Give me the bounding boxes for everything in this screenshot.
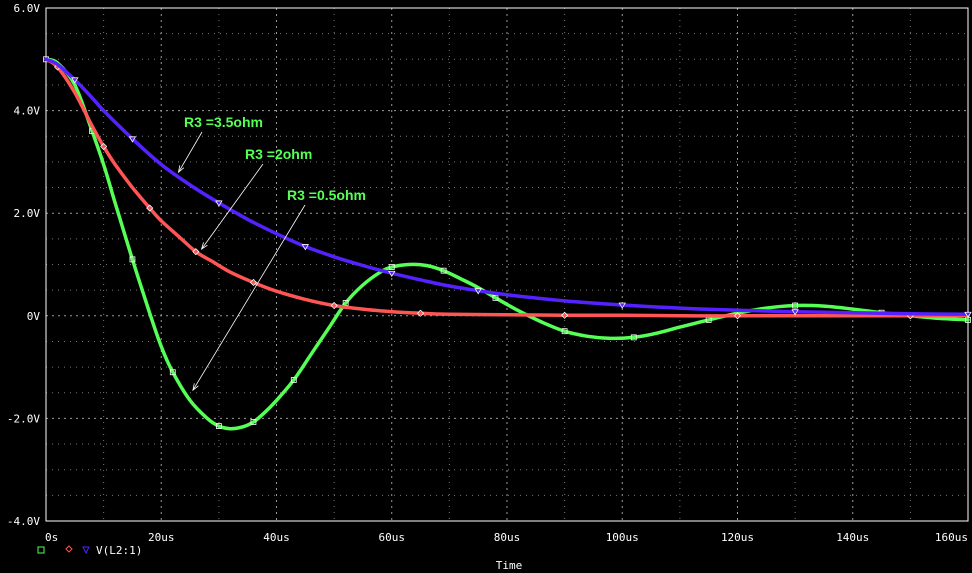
data-point [416, 309, 425, 317]
data-point [146, 204, 154, 212]
series-line [44, 57, 970, 317]
data-point [388, 270, 396, 277]
grid [46, 8, 968, 521]
data-point [250, 419, 257, 425]
y-tick-label: 6.0V [14, 2, 41, 15]
data-point [330, 301, 338, 310]
legend-triangle-marker [82, 546, 90, 555]
data-point [792, 302, 799, 309]
series-line [44, 57, 970, 318]
data-point [129, 256, 136, 263]
annotation-leader [178, 131, 203, 173]
data-point [128, 136, 137, 143]
data-point [249, 278, 258, 287]
data-point [215, 200, 223, 207]
annotation: R3 =3.5ohm [177, 114, 263, 174]
annotation: R3 =2ohm [200, 146, 312, 251]
x-tick-label: 0s [45, 531, 58, 544]
y-tick-label: 4.0V [14, 105, 41, 118]
data-point [791, 309, 799, 316]
series-triangle [44, 57, 972, 319]
x-tick-label: 40us [263, 531, 290, 544]
x-tick-label: 20us [148, 531, 175, 544]
data-point [440, 267, 447, 274]
y-tick-labels: 6.0V 4.0V 2.0V 0V -2.0V -4.0V [7, 2, 40, 528]
annotation-arrowhead [192, 383, 199, 392]
y-tick-label: 0V [27, 310, 41, 323]
data-point [561, 311, 569, 319]
data-point [561, 328, 568, 335]
data-point [964, 311, 972, 319]
x-tick-label: 100us [606, 531, 639, 544]
plot-border [45, 7, 969, 522]
x-tick-label: 60us [379, 531, 406, 544]
y-tick-label: 2.0V [14, 207, 41, 220]
data-point [733, 312, 742, 320]
annotation-label: R3 =0.5ohm [287, 187, 366, 203]
data-point [215, 423, 222, 429]
plot-frame [45, 7, 969, 522]
data-point [388, 264, 395, 270]
annotation-arrowhead [177, 165, 185, 174]
x-tick-label: 120us [721, 531, 754, 544]
y-tick-label: -4.0V [7, 515, 40, 528]
data-point [618, 302, 626, 309]
data-point [169, 369, 176, 376]
annotations: R3 =3.5ohm R3 =2ohm R3 =0.5ohm [177, 114, 366, 392]
series-group [43, 56, 972, 431]
data-point [71, 77, 79, 84]
annotation-label: R3 =3.5ohm [184, 114, 263, 130]
data-point [474, 288, 482, 295]
x-tick-labels: 0s 20us 40us 60us 80us 100us 120us 140us 160us [45, 531, 968, 544]
x-tick-label: 140us [836, 531, 869, 544]
data-point [290, 377, 297, 383]
data-point [630, 334, 637, 341]
annotation-arrowhead [200, 242, 208, 251]
x-tick-label: 160us [935, 531, 968, 544]
data-point [192, 248, 200, 256]
annotation-label: R3 =2ohm [245, 146, 312, 162]
data-point [100, 142, 108, 151]
annotation-leader [201, 163, 264, 250]
legend-square-marker [37, 546, 45, 554]
x-axis-title: Time [496, 559, 523, 572]
data-point [492, 294, 499, 301]
y-tick-label: -2.0V [7, 412, 40, 425]
legend-diamond-marker [65, 545, 73, 553]
x-tick-label: 80us [494, 531, 521, 544]
data-point [301, 244, 310, 251]
annotation: R3 =0.5ohm [192, 187, 366, 392]
annotation-leader [192, 204, 306, 391]
legend[interactable]: V(L2:1) [37, 544, 142, 557]
legend-label: V(L2:1) [96, 544, 142, 557]
